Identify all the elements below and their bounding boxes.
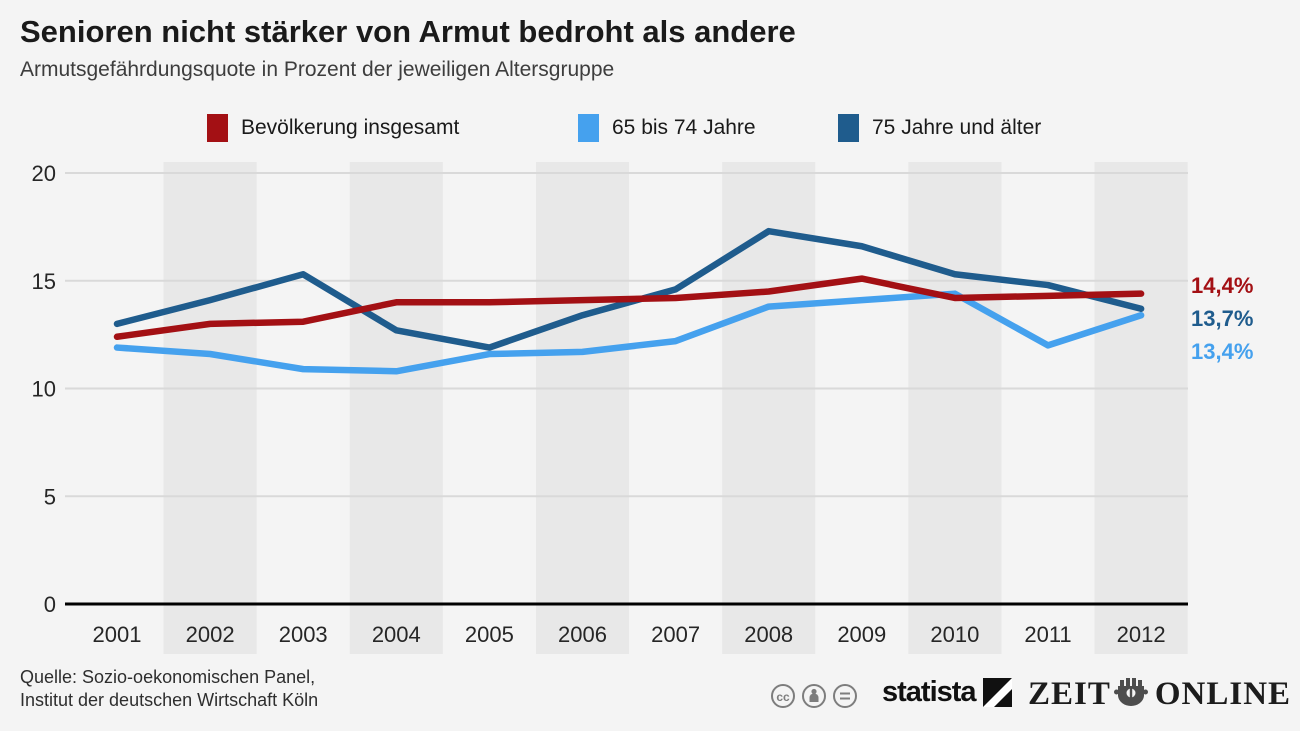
x-tick-2002: 2002 (186, 622, 235, 647)
year-band-2008 (722, 162, 816, 654)
legend-item-population-total: Bevölkerung insgesamt (207, 114, 459, 142)
x-tick-2008: 2008 (744, 622, 793, 647)
line-chart: 0 5 10 15 20 2001 2002 2003 2004 2005 2006 2007 2008… (32, 161, 1188, 654)
legend-label-65-74: 65 bis 74 Jahre (612, 116, 756, 139)
page-subtitle: Armutsgefährdungsquote in Prozent der je… (20, 58, 615, 81)
x-tick-2012: 2012 (1117, 622, 1166, 647)
y-tick-0: 0 (44, 592, 56, 617)
legend-label-population-total: Bevölkerung insgesamt (241, 116, 460, 139)
legend-swatch-population-total (207, 114, 228, 142)
zeit-wordmark: ZEIT (1028, 676, 1111, 712)
statista-wordmark: statista (882, 676, 977, 708)
x-tick-2007: 2007 (651, 622, 700, 647)
x-tick-2006: 2006 (558, 622, 607, 647)
chart-legend: Bevölkerung insgesamt 65 bis 74 Jahre 75… (0, 114, 1300, 146)
source-note: Quelle: Sozio-oekonomischen Panel, Insti… (20, 666, 318, 712)
legend-swatch-75-plus (838, 114, 859, 142)
year-band-2010 (908, 162, 1002, 654)
year-band-2012 (1094, 162, 1188, 654)
cc-glyph: cc (776, 690, 790, 704)
legend-label-75-plus: 75 Jahre und älter (872, 116, 1042, 139)
statista-mark-icon (982, 678, 1012, 707)
online-wordmark: ONLINE (1154, 676, 1292, 712)
statista-logo[interactable]: statista (882, 676, 1012, 709)
source-line-1: Quelle: Sozio-oekonomischen Panel, (20, 667, 316, 687)
zeit-online-logo[interactable]: ZEIT ONLINE (1028, 676, 1291, 713)
end-value-label-2: 13,7% (1191, 306, 1254, 331)
y-tick-10: 10 (32, 377, 56, 402)
year-band-2004 (349, 162, 443, 654)
series-line-0 (113, 275, 1145, 341)
legend-swatch-65-74 (578, 114, 599, 142)
creative-commons-license[interactable]: cc (770, 682, 858, 715)
legend-item-75-plus: 75 Jahre und älter (838, 114, 1041, 142)
x-tick-2010: 2010 (930, 622, 979, 647)
x-tick-2009: 2009 (837, 622, 886, 647)
cc-by-icon (802, 684, 826, 708)
x-tick-2001: 2001 (93, 622, 142, 647)
y-tick-20: 20 (32, 161, 56, 186)
cc-nd-icon (833, 684, 857, 708)
cc-icon (771, 684, 795, 708)
zeit-crest-icon (1113, 676, 1153, 713)
series-line-1 (113, 290, 1145, 375)
legend-item-65-74: 65 bis 74 Jahre (578, 114, 756, 142)
x-tick-2004: 2004 (372, 622, 421, 647)
end-value-label-0: 14,4% (1191, 273, 1254, 298)
x-tick-2005: 2005 (465, 622, 514, 647)
source-line-2: Institut der deutschen Wirtschaft Köln (20, 690, 319, 710)
year-band-2002 (163, 162, 257, 654)
y-tick-15: 15 (32, 269, 56, 294)
x-tick-2003: 2003 (279, 622, 328, 647)
x-tick-2011: 2011 (1024, 622, 1071, 647)
end-value-label-1: 13,4% (1191, 339, 1254, 364)
page-title: Senioren nicht stärker von Armut bedroht… (20, 14, 796, 49)
y-tick-5: 5 (44, 484, 56, 509)
year-band-2006 (535, 162, 630, 654)
